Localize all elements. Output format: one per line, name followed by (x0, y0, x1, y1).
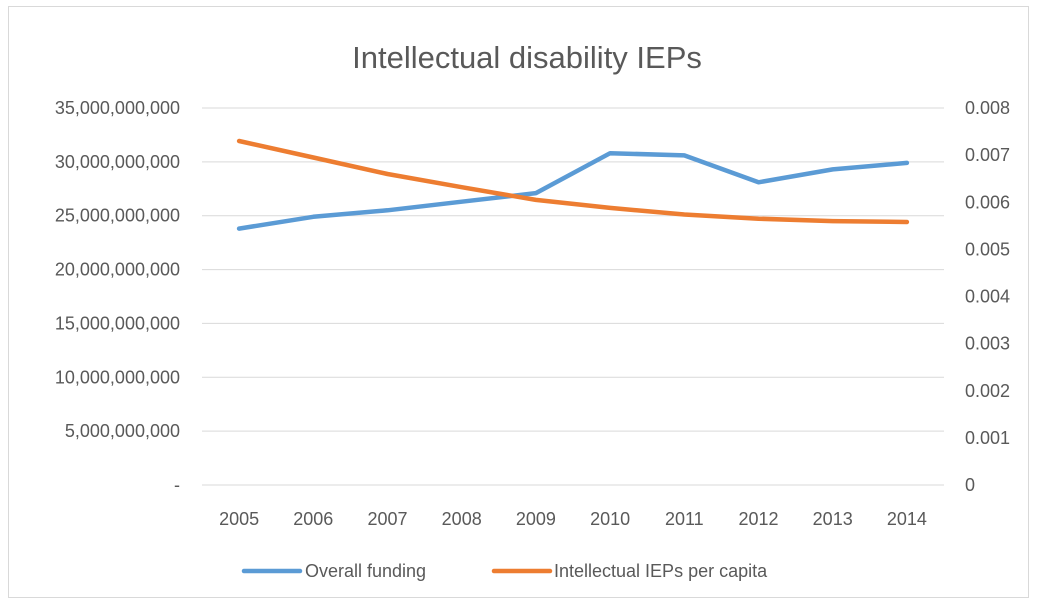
left-tick-label: 15,000,000,000 (55, 313, 180, 333)
x-tick-label: 2014 (887, 509, 927, 529)
right-tick-label: 0.007 (965, 145, 1010, 165)
x-tick-label: 2013 (813, 509, 853, 529)
left-tick-label: - (174, 475, 180, 495)
x-tick-label: 2011 (665, 509, 704, 529)
legend-label: Intellectual IEPs per capita (554, 561, 768, 581)
chart-frame (8, 6, 1029, 598)
x-tick-label: 2010 (590, 509, 630, 529)
grid-layer (202, 107, 944, 486)
series-layer (236, 138, 910, 231)
right-tick-label: 0.008 (965, 98, 1010, 118)
chart-title: Intellectual disability IEPs (352, 40, 702, 75)
legend: Overall funding Intellectual IEPs per cap… (241, 561, 768, 581)
x-tick-label: 2009 (516, 509, 556, 529)
legend-label: Overall funding (305, 561, 426, 581)
left-tick-label: 30,000,000,000 (55, 152, 180, 172)
x-tick-label: 2005 (219, 509, 259, 529)
right-axis-tick-labels: 0 0.001 0.002 0.003 0.004 0.005 0.006 0.007 0.00… (965, 98, 1010, 495)
x-tick-label: 2012 (738, 509, 778, 529)
right-tick-label: 0.001 (965, 428, 1010, 448)
left-tick-label: 35,000,000,000 (55, 98, 180, 118)
right-tick-label: 0.006 (965, 192, 1010, 212)
x-tick-label: 2008 (442, 509, 482, 529)
x-axis-tick-labels: 2005 2006 2007 2008 2009 2010 2011 2012 2013 2014 (219, 509, 927, 529)
right-tick-label: 0.004 (965, 287, 1010, 307)
x-tick-label: 2007 (367, 509, 407, 529)
right-tick-label: 0 (965, 475, 975, 495)
x-tick-label: 2006 (293, 509, 333, 529)
series-line-overall-funding (236, 150, 910, 231)
right-tick-label: 0.003 (965, 334, 1010, 354)
left-tick-label: 20,000,000,000 (55, 260, 180, 280)
left-axis-tick-labels: - 5,000,000,000 10,000,000,000 15,000,000,0… (55, 98, 180, 495)
series-line-iep-per-capita (236, 138, 910, 225)
left-tick-label: 10,000,000,000 (55, 367, 180, 387)
left-tick-label: 5,000,000,000 (65, 421, 180, 441)
right-tick-label: 0.002 (965, 381, 1010, 401)
right-tick-label: 0.005 (965, 239, 1010, 259)
left-tick-label: 25,000,000,000 (55, 206, 180, 226)
